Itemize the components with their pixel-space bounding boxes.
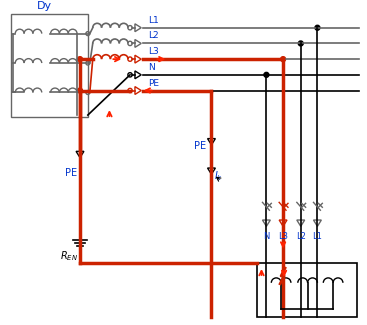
Circle shape (281, 57, 286, 61)
Text: L2: L2 (148, 32, 158, 41)
Text: $R_{EN}$: $R_{EN}$ (61, 249, 78, 263)
Circle shape (77, 88, 83, 93)
Text: L1: L1 (312, 232, 322, 241)
Text: L3: L3 (148, 47, 159, 56)
Text: $I_k$: $I_k$ (214, 169, 224, 183)
Text: Dy: Dy (37, 1, 52, 11)
Circle shape (264, 72, 269, 77)
Text: PE: PE (194, 141, 206, 151)
Circle shape (315, 25, 320, 30)
Text: N: N (263, 232, 270, 241)
Text: PE: PE (65, 168, 77, 178)
Text: L3: L3 (278, 232, 288, 241)
Circle shape (77, 57, 83, 61)
Bar (11, 14, 88, 117)
Circle shape (298, 41, 303, 46)
Text: PE: PE (148, 79, 159, 87)
Text: N: N (148, 63, 155, 72)
Text: L1: L1 (148, 16, 159, 25)
Bar (257, 263, 357, 317)
Text: L2: L2 (296, 232, 306, 241)
